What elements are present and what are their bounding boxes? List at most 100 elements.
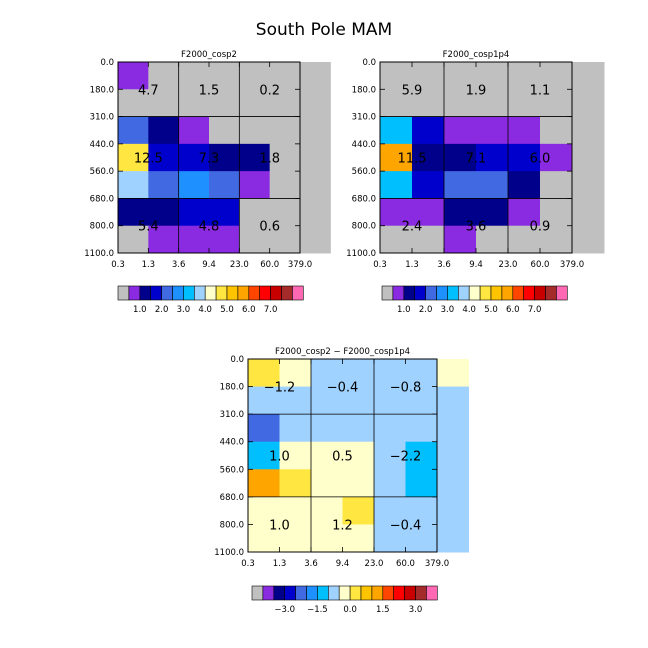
heatmap-cell bbox=[118, 225, 149, 254]
heatmap-cell bbox=[380, 89, 413, 118]
heatmap-cell bbox=[540, 116, 573, 145]
x-tick-label: 60.0 bbox=[531, 260, 550, 270]
heatmap-cell bbox=[476, 89, 509, 118]
heatmap-cell bbox=[437, 496, 469, 525]
heatmap-cell bbox=[405, 359, 438, 388]
x-tick-label: 379.0 bbox=[425, 559, 449, 569]
heatmap-cell bbox=[148, 116, 180, 145]
colorbar-tick-label: 1.0 bbox=[397, 305, 411, 315]
colorbar-swatch bbox=[284, 585, 296, 601]
heatmap-cell bbox=[248, 441, 280, 470]
heatmap-cell bbox=[269, 198, 301, 227]
heatmap-cell bbox=[380, 198, 413, 227]
heatmap-cell bbox=[148, 89, 180, 118]
x-tick-label: 1.3 bbox=[273, 559, 287, 569]
heatmap-cell bbox=[444, 198, 477, 227]
heatmap-cell bbox=[380, 116, 413, 145]
region-value-label: −0.4 bbox=[390, 518, 422, 533]
colorbar-swatch bbox=[479, 285, 492, 301]
heatmap-cell bbox=[209, 116, 240, 145]
colorbar-swatch bbox=[327, 585, 340, 601]
heatmap-cell bbox=[374, 524, 406, 553]
heatmap-cell bbox=[405, 386, 438, 415]
heatmap-cell bbox=[178, 89, 210, 118]
heatmap-cell bbox=[118, 171, 149, 199]
heatmap-cell bbox=[178, 62, 210, 90]
heatmap-cell bbox=[311, 496, 343, 525]
y-tick-label: 0.0 bbox=[230, 355, 244, 365]
heatmap-cell bbox=[412, 171, 445, 199]
heatmap-cell bbox=[374, 469, 406, 498]
colorbar-swatch bbox=[403, 285, 415, 301]
region-value-label: 7.3 bbox=[199, 152, 220, 167]
y-tick-label: 560.0 bbox=[220, 465, 244, 475]
colorbar-swatch bbox=[270, 285, 282, 301]
colorbar-tick-label: 3.0 bbox=[409, 605, 423, 615]
region-value-label: 1.5 bbox=[199, 83, 220, 98]
heatmap-cell bbox=[374, 359, 406, 388]
heatmap-cell bbox=[300, 171, 331, 199]
heatmap-cell bbox=[209, 198, 240, 227]
heatmap-cell bbox=[300, 89, 331, 118]
heatmap-cell bbox=[239, 143, 271, 172]
y-tick-label: 680.0 bbox=[220, 493, 244, 503]
colorbar-tick-label: 4.0 bbox=[198, 305, 212, 315]
heatmap-cell bbox=[248, 386, 280, 415]
x-tick-label: 60.0 bbox=[396, 559, 415, 569]
heatmap-panel-2: 0.3 1.3 3.6 9.4 23.0 60.0 379.0 0.0 180.0 310.0 44… bbox=[346, 50, 605, 315]
heatmap-cell bbox=[178, 143, 210, 172]
colorbar-tick-label: 7.0 bbox=[264, 305, 278, 315]
colorbar-swatch bbox=[393, 585, 405, 601]
region-value-label: 5.9 bbox=[402, 83, 423, 98]
heatmap-cell bbox=[311, 441, 343, 470]
colorbar-swatch bbox=[117, 285, 130, 301]
heatmap-cell bbox=[508, 116, 541, 145]
colorbar-tick-label: 0.0 bbox=[343, 605, 357, 615]
region-value-label: 12.5 bbox=[134, 152, 163, 167]
heatmap-cell bbox=[279, 386, 312, 415]
colorbar: 1.0 2.0 3.0 4.0 5.0 6.0 7.0 bbox=[381, 285, 568, 315]
heatmap-cell bbox=[476, 171, 509, 199]
heatmap-cell bbox=[239, 89, 271, 118]
heatmap-cell bbox=[279, 496, 312, 525]
x-tick-label: 0.3 bbox=[373, 260, 387, 270]
colorbar-swatch bbox=[404, 585, 416, 601]
colorbar-swatch bbox=[545, 285, 557, 301]
x-tick-label: 23.0 bbox=[365, 559, 384, 569]
heatmap-cell bbox=[239, 171, 271, 199]
y-tick-label: 800.0 bbox=[90, 222, 114, 232]
heatmap-cell bbox=[374, 496, 406, 525]
figure-title: South Pole MAM bbox=[256, 20, 392, 40]
heatmap-cell bbox=[209, 171, 240, 199]
region-value-label: 1.9 bbox=[466, 83, 487, 98]
heatmap-cell bbox=[412, 62, 445, 90]
region-value-label: 1.2 bbox=[332, 518, 353, 533]
heatmap-cell bbox=[572, 225, 605, 254]
y-tick-label: 180.0 bbox=[90, 85, 114, 95]
heatmap-cell bbox=[300, 225, 331, 254]
colorbar-swatch bbox=[139, 285, 152, 301]
heatmap-cell bbox=[412, 116, 445, 145]
x-tick-label: 0.3 bbox=[241, 559, 255, 569]
heatmap-cell bbox=[405, 496, 438, 525]
heatmap-cell bbox=[248, 414, 280, 443]
colorbar-swatch bbox=[237, 285, 250, 301]
colorbar-tick-label: 6.0 bbox=[506, 305, 520, 315]
heatmap-cell bbox=[572, 116, 605, 145]
heatmap-cell bbox=[239, 116, 271, 145]
heatmap-cell bbox=[342, 469, 375, 498]
heatmap-cell bbox=[508, 89, 541, 118]
heatmap-cell bbox=[279, 359, 312, 388]
colorbar-tick-label: 4.0 bbox=[462, 305, 476, 315]
y-tick-label: 440.0 bbox=[220, 438, 244, 448]
heatmap-cell bbox=[342, 414, 375, 443]
heatmap-cell bbox=[476, 198, 509, 227]
heatmap-cell bbox=[239, 198, 271, 227]
panel-title: F2000_cosp2 − F2000_cosp1p4 bbox=[275, 347, 410, 357]
heatmap-cell bbox=[374, 414, 406, 443]
heatmap-cell bbox=[300, 116, 331, 145]
heatmap-cell bbox=[405, 414, 438, 443]
region-value-label: 0.5 bbox=[332, 450, 353, 465]
panels: 0.3 1.3 3.6 9.4 23.0 60.0 379.0 0.0 180.0 310.0 44… bbox=[84, 50, 605, 615]
x-tick-label: 379.0 bbox=[288, 260, 312, 270]
